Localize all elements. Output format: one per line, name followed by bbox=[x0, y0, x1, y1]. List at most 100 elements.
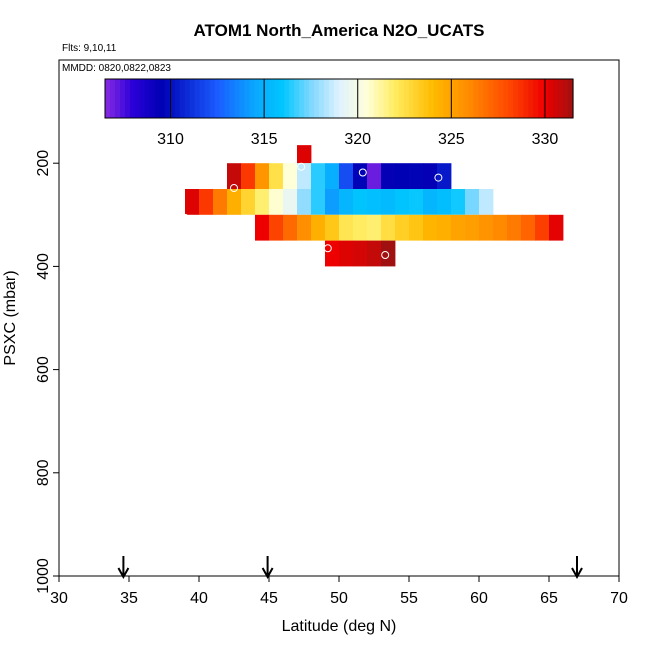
heatmap-cell bbox=[269, 214, 284, 241]
heatmap-cell bbox=[437, 189, 452, 215]
colorbar-swatch bbox=[219, 79, 226, 118]
colorbar-swatch bbox=[189, 79, 196, 118]
heatmap-cell bbox=[423, 189, 438, 215]
heatmap-cell bbox=[479, 189, 494, 215]
heatmap-cell bbox=[311, 214, 326, 241]
colorbar-swatch bbox=[194, 79, 201, 118]
colorbar-swatch bbox=[324, 79, 330, 118]
colorbar-swatch bbox=[388, 79, 395, 118]
y-tick-label: 400 bbox=[35, 253, 52, 280]
heatmap-cell bbox=[297, 145, 312, 164]
colorbar-swatch bbox=[353, 79, 360, 118]
heatmap-cell bbox=[213, 189, 228, 215]
heatmap-cell bbox=[353, 189, 368, 215]
heatmap-cell bbox=[339, 214, 354, 241]
heatmap-cell bbox=[241, 189, 256, 215]
colorbar-swatch bbox=[139, 79, 146, 118]
heatmap-cell bbox=[423, 214, 438, 241]
colorbar-swatch bbox=[144, 79, 151, 118]
colorbar-swatch bbox=[269, 79, 275, 118]
x-axis-label: Latitude (deg N) bbox=[282, 618, 397, 635]
heatmap-cell bbox=[283, 163, 298, 189]
heatmap-cell bbox=[269, 189, 284, 215]
heatmap-cell bbox=[325, 189, 340, 215]
colorbar-swatch bbox=[289, 79, 295, 118]
colorbar-tick-label: 325 bbox=[438, 131, 465, 148]
colorbar-swatch bbox=[329, 79, 335, 118]
colorbar-swatch bbox=[418, 79, 425, 118]
heatmap-cell bbox=[325, 163, 340, 189]
y-axis: 200 400 600 800 1000 bbox=[35, 150, 59, 594]
heatmap-cell bbox=[367, 163, 382, 189]
x-tick-label: 30 bbox=[50, 590, 68, 607]
sample-point bbox=[181, 213, 189, 222]
sample-point bbox=[297, 162, 306, 171]
heatmap-cell bbox=[423, 163, 438, 189]
heatmap-cell bbox=[325, 240, 340, 267]
x-tick-label: 55 bbox=[400, 590, 418, 607]
colorbar-swatch bbox=[309, 79, 315, 118]
colorbar-swatch bbox=[528, 79, 534, 118]
colorbar-swatch bbox=[478, 79, 484, 118]
colorbar-swatch bbox=[503, 79, 509, 118]
colorbar-swatch bbox=[169, 79, 176, 118]
colorbar-swatch bbox=[513, 79, 519, 118]
colorbar-swatch bbox=[533, 79, 539, 118]
colorbar-swatch bbox=[443, 79, 450, 118]
heatmap-cell bbox=[227, 163, 242, 189]
colorbar-tick-label: 310 bbox=[157, 131, 184, 148]
heatmap-cell bbox=[255, 214, 270, 241]
y-tick-label: 200 bbox=[35, 150, 52, 177]
colorbar-swatch bbox=[334, 79, 340, 118]
flights-label: Flts: 9,10,11 bbox=[62, 43, 117, 54]
heatmap-cell bbox=[381, 163, 396, 189]
heatmap-cell bbox=[437, 214, 452, 241]
sample-points bbox=[181, 162, 566, 259]
heatmap-cell bbox=[241, 163, 256, 189]
colorbar-swatch bbox=[184, 79, 191, 118]
colorbar-border bbox=[104, 78, 574, 119]
sample-point bbox=[434, 173, 443, 182]
colorbar-swatch bbox=[154, 79, 161, 118]
heatmap-cell bbox=[339, 189, 354, 215]
colorbar-swatch bbox=[403, 79, 410, 118]
colorbar-swatch bbox=[124, 79, 131, 118]
colorbar-swatch bbox=[204, 79, 211, 118]
heatmap-cell bbox=[409, 214, 424, 241]
heatmap-cell bbox=[367, 189, 382, 215]
colorbar-swatch bbox=[548, 79, 554, 118]
heatmap-cell bbox=[325, 214, 340, 241]
x-axis: 30 35 40 45 50 55 60 65 70 bbox=[50, 576, 628, 607]
heatmap-cell bbox=[395, 214, 410, 241]
colorbar-swatch bbox=[458, 79, 465, 118]
colorbar-swatch bbox=[229, 79, 236, 118]
colorbar-swatch bbox=[508, 79, 514, 118]
heatmap-cell bbox=[367, 240, 382, 267]
colorbar-swatch bbox=[413, 79, 420, 118]
y-axis-label: PSXC (mbar) bbox=[2, 270, 19, 365]
colorbar-swatch bbox=[319, 79, 325, 118]
flight-arrow-icon bbox=[117, 556, 130, 580]
heatmap-cell bbox=[353, 214, 368, 241]
heatmap-cell bbox=[297, 163, 312, 189]
colorbar-swatch bbox=[304, 79, 310, 118]
colorbar-swatch bbox=[284, 79, 290, 118]
colorbar-swatch bbox=[393, 79, 400, 118]
heatmap-cell bbox=[493, 214, 508, 241]
colorbar-swatch bbox=[339, 79, 345, 118]
colorbar-swatch bbox=[518, 79, 524, 118]
heatmap-cell bbox=[479, 214, 494, 241]
colorbar-swatch bbox=[383, 79, 390, 118]
colorbar-swatch bbox=[274, 79, 280, 118]
heatmap-cell bbox=[255, 189, 270, 215]
colorbar-swatch bbox=[558, 79, 564, 118]
chart-title: ATOM1 North_America N2O_UCATS bbox=[194, 21, 485, 40]
colorbar-swatch bbox=[348, 79, 355, 118]
heatmap-cell bbox=[339, 240, 354, 267]
colorbar-swatch bbox=[538, 79, 544, 118]
colorbar-swatch bbox=[363, 79, 370, 118]
colorbar-swatch bbox=[568, 79, 574, 118]
heatmap-cell bbox=[521, 214, 536, 241]
flight-arrows bbox=[117, 556, 583, 580]
